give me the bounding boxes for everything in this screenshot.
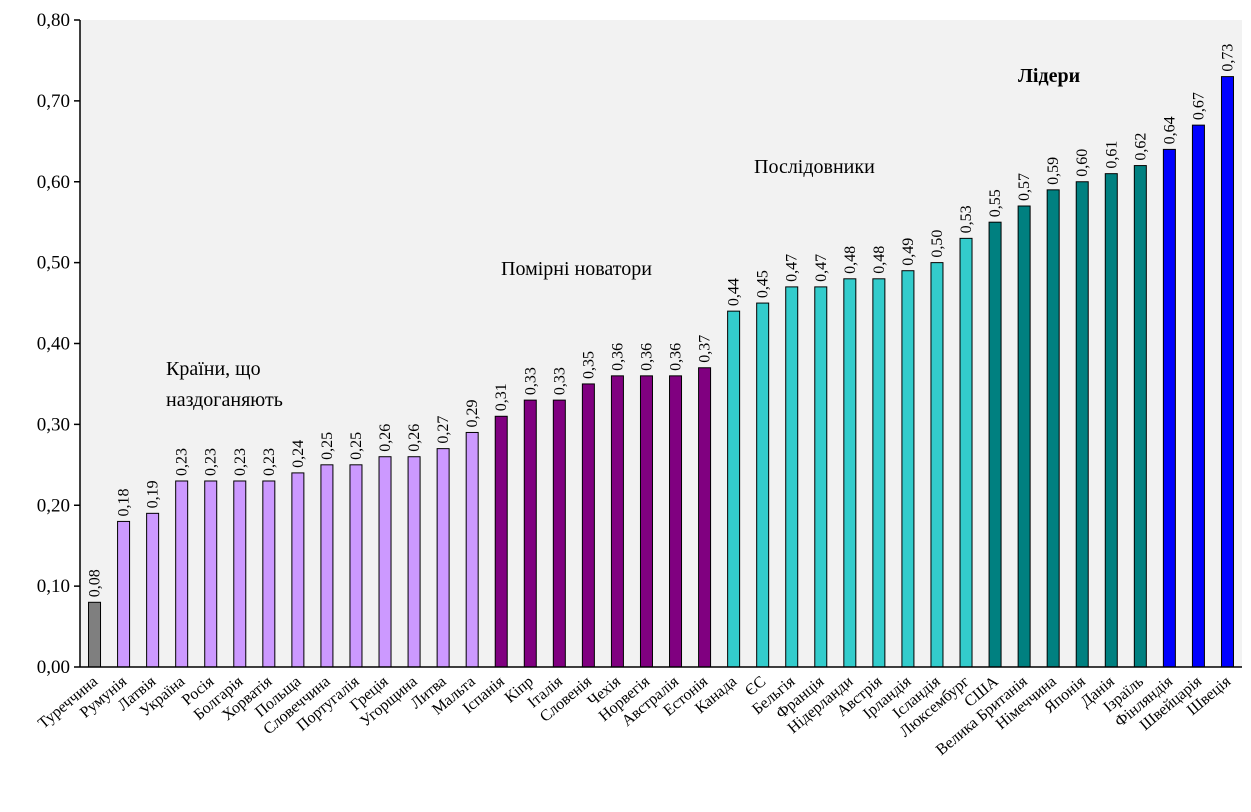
bar-value-label: 0,47 <box>784 254 801 282</box>
bar-value-label: 0,62 <box>1132 133 1149 161</box>
bar <box>1046 189 1060 668</box>
bar <box>843 278 857 668</box>
y-tick-label: 0,40 <box>37 334 70 355</box>
bar-value-label: 0,47 <box>813 254 830 282</box>
bar-value-label: 0,23 <box>174 448 191 476</box>
bar-value-label: 0,49 <box>900 238 917 266</box>
bar-value-label: 0,27 <box>435 416 452 444</box>
bar-value-label: 0,26 <box>377 424 394 452</box>
bar <box>756 302 770 668</box>
y-tick-label: 0,60 <box>37 172 70 193</box>
bar-value-label: 0,23 <box>232 448 249 476</box>
bar <box>291 472 305 668</box>
y-tick-label: 0,70 <box>37 91 70 112</box>
group-label-moderate-innovators: Помірні новатори <box>501 258 652 280</box>
y-tick-label: 0,30 <box>37 414 70 435</box>
bar <box>117 520 131 668</box>
bar <box>1017 205 1031 668</box>
bar-value-label: 0,23 <box>203 448 220 476</box>
bar <box>727 310 741 668</box>
bar-value-label: 0,37 <box>697 335 714 363</box>
bar-value-label: 0,19 <box>145 480 162 508</box>
bar <box>1220 76 1234 668</box>
bar <box>901 270 915 668</box>
y-tick-label: 0,80 <box>37 10 70 31</box>
bar <box>988 221 1002 668</box>
x-labels: ТуреччинаРумуніяЛатвіяУкраїнаРосіяБолгар… <box>35 673 1235 759</box>
bar-value-label: 0,50 <box>929 230 946 258</box>
plot-area <box>80 20 1242 667</box>
bar <box>959 237 973 668</box>
y-tick-label: 0,20 <box>37 495 70 516</box>
y-tick-label: 0,10 <box>37 576 70 597</box>
bar <box>175 480 189 668</box>
bar-value-label: 0,35 <box>580 351 597 379</box>
bar-value-label: 0,24 <box>290 440 307 468</box>
bar <box>930 262 944 668</box>
bar <box>581 383 595 668</box>
bar <box>639 375 653 668</box>
bar-value-label: 0,53 <box>958 205 975 233</box>
bar-value-label: 0,36 <box>609 343 626 371</box>
bar <box>698 367 712 668</box>
bar <box>204 480 218 668</box>
bar-value-label: 0,33 <box>522 367 539 395</box>
bar <box>465 431 479 668</box>
bar <box>610 375 624 668</box>
bar <box>262 480 276 668</box>
bar <box>552 399 566 668</box>
bar <box>669 375 683 668</box>
bar-value-label: 0,25 <box>348 432 365 460</box>
bar <box>1133 165 1147 668</box>
bar <box>1075 181 1089 668</box>
bar-value-label: 0,26 <box>406 424 423 452</box>
bar-value-label: 0,29 <box>464 399 481 427</box>
bar <box>1104 173 1118 668</box>
bar <box>872 278 886 668</box>
group-label-leaders: Лідери <box>1018 65 1080 87</box>
bar-value-label: 0,59 <box>1045 157 1062 185</box>
bar <box>494 415 508 668</box>
bar <box>814 286 828 668</box>
bar-value-label: 0,57 <box>1016 173 1033 201</box>
bar <box>1191 124 1205 668</box>
bar-value-label: 0,61 <box>1103 141 1120 169</box>
bar <box>146 512 160 668</box>
bar <box>320 464 334 668</box>
bar-value-label: 0,23 <box>261 448 278 476</box>
bar <box>233 480 247 668</box>
bar-value-label: 0,60 <box>1074 149 1091 177</box>
group-label-followers: Послідовники <box>754 156 875 178</box>
bar-value-label: 0,48 <box>842 246 859 274</box>
y-ticks: 0,00 0,10 0,20 0,30 0,40 0,50 0,60 0,70 0,80 <box>37 10 80 678</box>
bar-value-label: 0,45 <box>755 270 772 298</box>
bar <box>785 286 799 668</box>
bar-value-label: 0,67 <box>1190 92 1207 120</box>
data-labels: 0,08 0,18 0,19 0,23 0,23 0,23 0,23 0,24 0,25 0,25… <box>87 44 1237 598</box>
group-label-catching-up: Країни, що наздоганяють <box>166 358 283 411</box>
bar-value-label: 0,25 <box>319 432 336 460</box>
bar-value-label: 0,18 <box>116 488 133 516</box>
bar-value-label: 0,48 <box>871 246 888 274</box>
bar <box>88 601 102 668</box>
bar-value-label: 0,55 <box>987 189 1004 217</box>
bar <box>349 464 363 668</box>
bar-value-label: 0,31 <box>493 383 510 411</box>
bar <box>436 448 450 668</box>
bar <box>407 456 421 668</box>
bar-value-label: 0,08 <box>87 569 104 597</box>
bar-value-label: 0,73 <box>1219 44 1236 72</box>
bar-value-label: 0,44 <box>726 278 743 306</box>
bar-value-label: 0,64 <box>1161 116 1178 144</box>
bar-value-label: 0,33 <box>551 367 568 395</box>
bar-value-label: 0,36 <box>638 343 655 371</box>
bar <box>378 456 392 668</box>
bar <box>1162 148 1176 668</box>
y-tick-label: 0,50 <box>37 253 70 274</box>
bar <box>523 399 537 668</box>
bar-value-label: 0,36 <box>668 343 685 371</box>
y-tick-label: 0,00 <box>37 657 70 678</box>
bars <box>88 76 1234 668</box>
